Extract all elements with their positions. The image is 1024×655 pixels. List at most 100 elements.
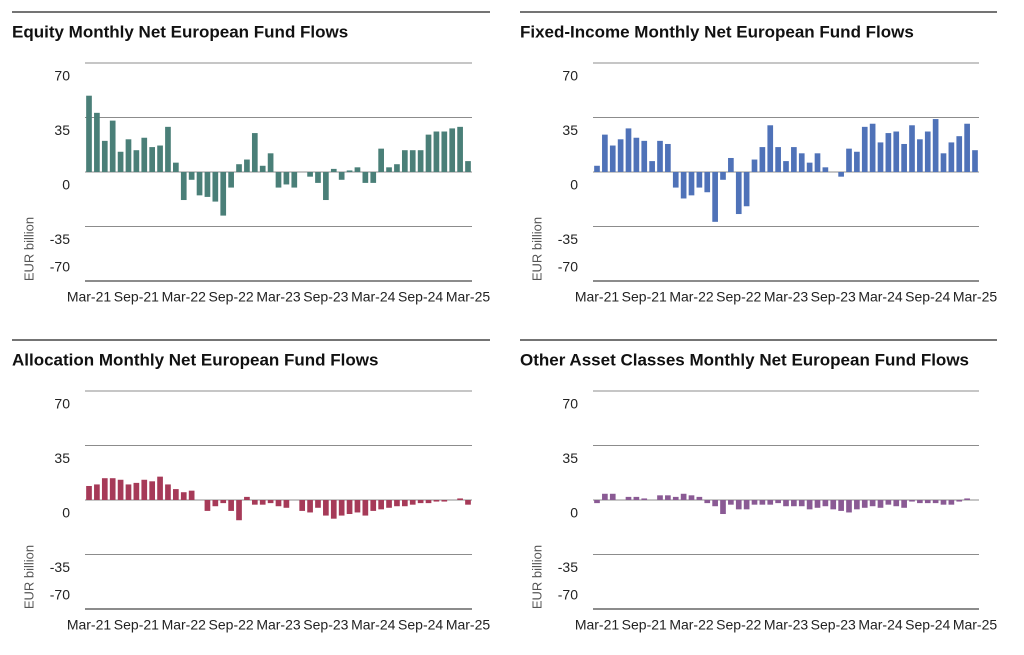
bar	[940, 153, 947, 172]
bar	[133, 150, 140, 172]
bar	[940, 500, 947, 505]
bar	[228, 172, 234, 188]
bar	[893, 500, 900, 507]
bar	[728, 500, 734, 505]
bar	[125, 484, 132, 500]
bar	[633, 496, 640, 500]
bar	[212, 172, 219, 202]
bar	[743, 172, 750, 207]
bar	[917, 139, 923, 172]
y-tick-label: -70	[50, 587, 70, 603]
y-tick-label: 0	[62, 505, 70, 521]
bar	[394, 500, 400, 507]
x-tick-label: Mar-21	[575, 289, 620, 305]
bar	[861, 126, 868, 172]
bar	[791, 500, 797, 507]
x-tick-label: Mar-22	[669, 617, 714, 633]
y-tick-label: -35	[558, 559, 578, 575]
bar	[917, 500, 923, 504]
bar	[362, 500, 369, 516]
y-tick-label: 35	[562, 122, 578, 138]
y-tick-label: 35	[562, 450, 578, 466]
x-tick-label: Mar-25	[953, 617, 998, 633]
bar	[409, 500, 416, 505]
bar	[822, 500, 829, 507]
x-tick-label: Sep-22	[209, 617, 254, 633]
bar	[141, 479, 148, 500]
bar	[109, 120, 116, 172]
bar	[688, 172, 695, 196]
y-tick-label: 0	[62, 177, 70, 193]
bar	[720, 500, 726, 515]
bar	[109, 478, 116, 500]
bar	[602, 134, 608, 172]
bar	[641, 498, 648, 500]
bar	[869, 123, 876, 172]
bar	[457, 126, 463, 172]
x-tick-label: Mar-22	[162, 617, 207, 633]
y-axis-label: EUR billion	[21, 217, 36, 281]
bar	[751, 500, 758, 505]
bar	[806, 500, 813, 510]
bar	[323, 172, 329, 201]
x-tick-label: Mar-22	[669, 289, 714, 305]
bar	[180, 172, 187, 201]
bar	[236, 164, 242, 172]
x-tick-label: Sep-24	[398, 289, 443, 305]
bar	[609, 493, 616, 500]
y-tick-label: 35	[54, 450, 70, 466]
x-tick-label: Mar-23	[764, 617, 809, 633]
bar	[141, 137, 148, 172]
bar	[259, 165, 266, 172]
bar	[330, 500, 337, 519]
x-tick-label: Sep-23	[811, 617, 856, 633]
bar	[212, 500, 219, 507]
bar	[259, 500, 266, 505]
bar	[315, 500, 321, 508]
bar	[299, 500, 306, 511]
bar	[244, 159, 250, 172]
bar	[956, 136, 963, 172]
bar	[267, 153, 274, 172]
bar	[680, 172, 687, 199]
bar	[251, 500, 258, 505]
bar	[157, 476, 163, 500]
bar	[830, 500, 837, 510]
chart-title: Other Asset Classes Monthly Net European…	[520, 350, 969, 369]
y-axis-label: EUR billion	[529, 217, 544, 281]
bar	[188, 490, 195, 500]
bar	[228, 500, 234, 511]
bar	[751, 159, 758, 172]
chart-title: Equity Monthly Net European Fund Flows	[12, 22, 348, 41]
bar	[743, 500, 750, 510]
x-tick-label: Sep-21	[622, 617, 667, 633]
bar	[877, 500, 884, 508]
chart-title: Fixed-Income Monthly Net European Fund F…	[520, 22, 914, 41]
bar	[449, 128, 456, 172]
bar	[759, 500, 766, 505]
bar	[767, 500, 774, 505]
bar	[665, 143, 671, 172]
bar	[220, 500, 227, 504]
bar	[94, 484, 100, 500]
y-tick-label: 0	[570, 505, 578, 521]
x-tick-label: Sep-22	[209, 289, 254, 305]
bar	[165, 126, 171, 172]
bar	[964, 123, 970, 172]
bar	[665, 495, 671, 500]
bar	[188, 172, 195, 180]
bar	[924, 131, 931, 172]
x-tick-label: Sep-24	[905, 617, 950, 633]
bar	[409, 150, 416, 172]
y-tick-label: 70	[54, 396, 70, 412]
bar	[688, 495, 695, 500]
bar	[759, 147, 766, 172]
bar	[696, 172, 703, 188]
bar	[846, 500, 852, 513]
bar	[964, 498, 970, 500]
x-tick-label: Mar-24	[858, 617, 903, 633]
x-tick-label: Mar-25	[446, 289, 491, 305]
bar	[625, 496, 632, 500]
bar	[775, 147, 781, 172]
x-tick-label: Sep-22	[716, 617, 761, 633]
